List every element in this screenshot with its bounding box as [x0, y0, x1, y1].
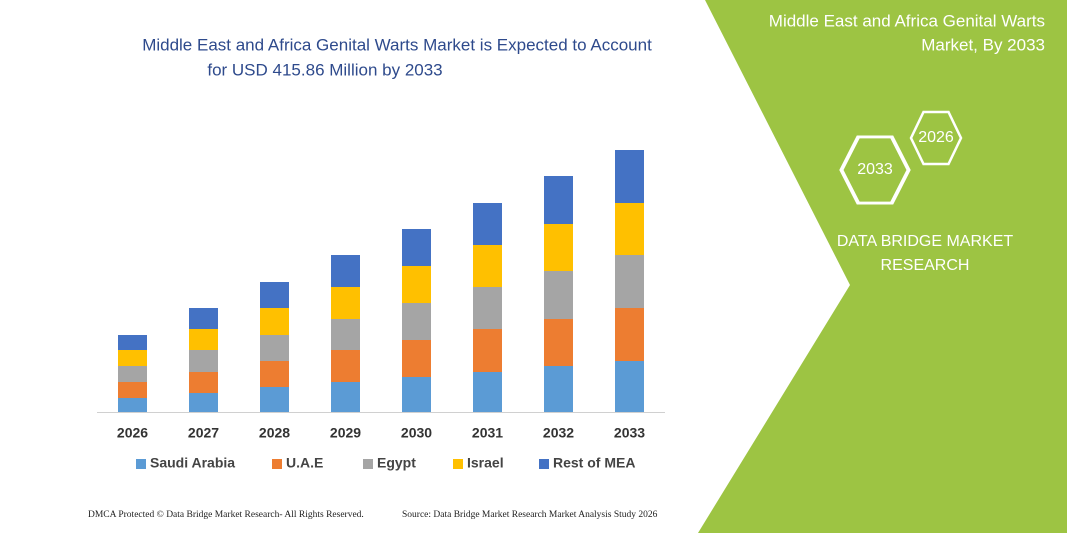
bar-segment: [331, 255, 360, 287]
legend-swatch: [539, 459, 549, 469]
bar-segment: [260, 308, 289, 335]
bar-segment: [402, 303, 431, 340]
bar-segment: [260, 335, 289, 361]
legend-swatch: [136, 459, 146, 469]
bar-segment: [260, 361, 289, 387]
bar-segment: [118, 398, 147, 412]
side-panel: [698, 0, 1067, 533]
bar-segment: [118, 382, 147, 398]
bar-segment: [544, 224, 573, 271]
bar-segment: [189, 372, 218, 393]
bar-segment: [118, 366, 147, 382]
hexagon: [909, 110, 963, 166]
bar-segment: [544, 271, 573, 319]
x-tick-label: 2026: [117, 425, 148, 441]
bar-segment: [615, 361, 644, 412]
bar-segment: [189, 329, 218, 350]
bar-segment: [544, 176, 573, 224]
footer-right: Source: Data Bridge Market Research Mark…: [402, 510, 658, 520]
x-tick-label: 2030: [401, 425, 432, 441]
legend-swatch: [453, 459, 463, 469]
legend-swatch: [363, 459, 373, 469]
bar-segment: [260, 387, 289, 412]
chart-title: Middle East and Africa Genital Warts Mar…: [142, 35, 652, 54]
bar-segment: [615, 308, 644, 361]
legend-swatch: [272, 459, 282, 469]
x-tick-label: 2027: [188, 425, 219, 441]
bar-segment: [473, 372, 502, 412]
footer-left: DMCA Protected © Data Bridge Market Rese…: [88, 509, 364, 520]
bar-segment: [473, 245, 502, 287]
brand: RESEARCH: [881, 257, 970, 274]
bar-segment: [260, 282, 289, 308]
panel-heading: Market, By 2033: [921, 35, 1045, 54]
panel-heading: Middle East and Africa Genital Warts: [769, 11, 1045, 30]
legend-label: Israel: [467, 455, 504, 471]
bar-segment: [331, 382, 360, 412]
x-tick-label: 2033: [614, 425, 645, 441]
bar-segment: [189, 350, 218, 372]
bar-segment: [402, 377, 431, 412]
legend-label: Saudi Arabia: [150, 455, 235, 471]
bar-segment: [402, 340, 431, 377]
bar-segment: [402, 229, 431, 266]
bar-segment: [331, 287, 360, 319]
bar-segment: [615, 150, 644, 203]
bar-segment: [189, 393, 218, 412]
hexagon-label: 2026: [918, 129, 954, 146]
bar-segment: [544, 366, 573, 412]
chart-title: for USD 415.86 Million by 2033: [207, 60, 442, 79]
bar-segment: [615, 203, 644, 255]
bar-segment: [544, 319, 573, 366]
legend-label: U.A.E: [286, 455, 323, 471]
hexagon-label: 2033: [857, 161, 893, 178]
bar-segment: [473, 203, 502, 245]
legend-label: Rest of MEA: [553, 455, 635, 471]
bar-segment: [473, 287, 502, 329]
bar-segment: [118, 335, 147, 350]
bar-segment: [331, 319, 360, 350]
bar-segment: [473, 329, 502, 372]
x-tick-label: 2031: [472, 425, 503, 441]
bar-segment: [615, 255, 644, 308]
bar-segment: [189, 308, 218, 329]
x-tick-label: 2028: [259, 425, 290, 441]
brand: DATA BRIDGE MARKET: [837, 233, 1014, 250]
bar-segment: [331, 350, 360, 382]
x-tick-label: 2032: [543, 425, 574, 441]
x-tick-label: 2029: [330, 425, 361, 441]
legend-label: Egypt: [377, 455, 416, 471]
bar-segment: [402, 266, 431, 303]
hexagon: [839, 135, 911, 205]
bar-segment: [118, 350, 147, 366]
